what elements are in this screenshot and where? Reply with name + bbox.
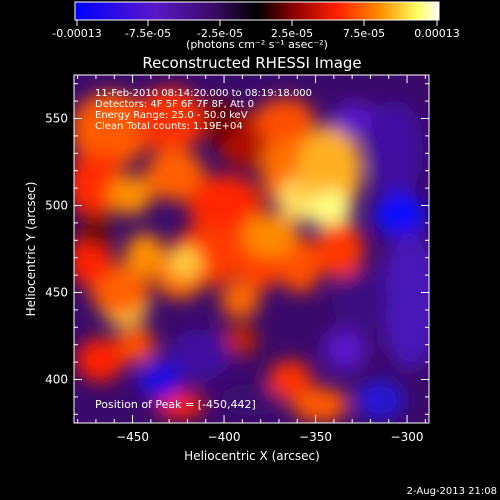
colorbar-tick-label: 7.5e-05 (343, 27, 385, 40)
heatmap-blob (74, 234, 112, 286)
colorbar (74, 1, 440, 21)
annotation-block: 11-Feb-2010 08:14:20.000 to 08:19:18.000… (95, 88, 312, 132)
annotation-line: Energy Range: 25.0 - 50.0 keV (95, 110, 248, 121)
heatmap-blob (367, 100, 423, 200)
heatmap-blob (242, 213, 298, 257)
heatmap-blob (115, 327, 155, 363)
heatmap-image (74, 75, 429, 423)
heatmap-blob (169, 246, 201, 278)
peak-position-label: Position of Peak = [-450,442] (95, 398, 256, 411)
heatmap-blob (81, 212, 109, 248)
heatmap-blob (356, 380, 404, 420)
heatmap-blob (170, 329, 230, 381)
heatmap-blob (125, 233, 165, 277)
x-axis-title: Heliocentric X (arcsec) (184, 449, 320, 463)
heatmap-blob (135, 88, 205, 152)
heatmap-blob (316, 222, 364, 278)
x-tick-label: −350 (299, 430, 332, 444)
x-tick-label: −400 (208, 430, 241, 444)
y-axis-title: Heliocentric Y (arcsec) (24, 182, 38, 317)
axes: −450 −400 −350 −300 400 450 500 550 (45, 75, 429, 444)
colorbar-tick-labels: -0.00013 -7.5e-05 -2.5e-05 2.5e-05 7.5e-05 0.… (52, 27, 459, 40)
heatmap-blob (138, 360, 182, 400)
heatmap-blob (220, 384, 280, 416)
heatmap-blob (76, 338, 124, 382)
colorbar-tick-label: -2.5e-05 (197, 27, 243, 40)
heatmap-blob (308, 190, 352, 230)
annotation-line: Detectors: 4F 5F 6F 7F 8F, Att 0 (95, 99, 254, 110)
annotation-line: Clean Total counts: 1.19E+04 (95, 121, 243, 132)
heatmap-blob (380, 230, 429, 370)
heatmap-blob (202, 98, 238, 142)
annotation-line: 11-Feb-2010 08:14:20.000 to 08:19:18.000 (95, 88, 312, 99)
heatmap-blob (292, 387, 348, 423)
x-tick-label: −300 (391, 430, 424, 444)
heatmap-blob (323, 328, 367, 372)
y-tick-label: 550 (45, 112, 68, 126)
colorbar-tick-label: 2.5e-05 (271, 27, 313, 40)
colorbar-tick-label: -0.00013 (52, 27, 101, 40)
heatmap-blob (222, 324, 258, 356)
heatmap-blob (187, 175, 263, 235)
y-tick-label: 500 (45, 199, 68, 213)
heatmap-blob (145, 149, 205, 201)
heatmap-blob (108, 175, 152, 215)
heatmap-blob (332, 272, 388, 328)
colorbar-unit-label: (photons cm⁻² s⁻¹ asec⁻²) (186, 38, 328, 51)
heatmap-blob (74, 92, 150, 168)
plot-frame (73, 74, 430, 424)
x-tick-label: −450 (116, 430, 149, 444)
heatmap-blob (298, 125, 362, 215)
colorbar-ticks (76, 20, 438, 26)
y-tick-label: 400 (45, 373, 68, 387)
y-tick-label: 450 (45, 286, 68, 300)
heatmap-blob (333, 102, 377, 138)
chart-title: Reconstructed RHESSI Image (142, 54, 361, 72)
heatmap-blob (220, 282, 260, 318)
heatmap-blob (255, 98, 315, 142)
colorbar-tick-label: -7.5e-05 (125, 27, 171, 40)
heatmap-blob (374, 193, 426, 237)
heatmap-blob (268, 360, 312, 400)
plot-date: 2-Aug-2013 21:08 (407, 486, 497, 497)
colorbar-tick-label: 0.00013 (414, 27, 460, 40)
